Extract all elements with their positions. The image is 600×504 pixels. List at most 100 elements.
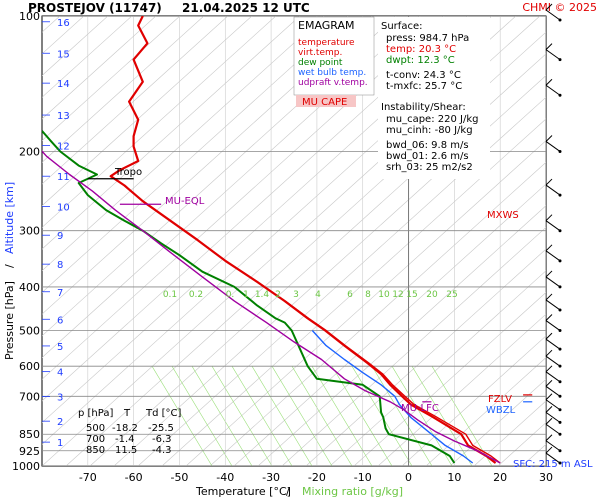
wind-barb-feather (545, 446, 553, 454)
table-cell: 700 (86, 434, 105, 445)
x-tick-label: -30 (262, 471, 280, 484)
table-header-p: p [hPa] (78, 408, 113, 419)
mixing-ratio-label: 1 (243, 290, 249, 300)
table-header-t: T (123, 408, 131, 419)
mixing-ratio-line (191, 366, 253, 466)
wind-barb-station (558, 364, 562, 368)
ylabel-altitude: Altitude [km] (3, 182, 16, 254)
altitude-tick-label: 2 (57, 417, 63, 428)
pressure-tick-label: 850 (19, 428, 40, 441)
wind-barb-feather (545, 406, 553, 413)
adiabat-line (42, 16, 277, 228)
altitude-tick-label: 12 (57, 142, 70, 153)
tmxfc: t-mxfc: 25.7 °C (386, 81, 462, 92)
altitude-tick-label: 8 (57, 260, 63, 271)
wind-barbs (545, 3, 562, 465)
adiabat-line (377, 313, 546, 466)
surface-temp: temp: 20.3 °C (386, 44, 456, 55)
altitude-tick-label: 11 (57, 172, 70, 183)
mixing-ratio-label: 25 (446, 290, 457, 300)
x-tick-label: -10 (354, 471, 372, 484)
xlabel-sep: / (286, 485, 290, 498)
mixing-ratio-line (411, 366, 473, 466)
table-cell: 11.5 (115, 445, 137, 456)
surface-dwpt: dwpt: 12.3 °C (386, 55, 455, 66)
legend-title: EMAGRAM (298, 19, 355, 32)
wind-barb-station (558, 408, 562, 412)
table-cell: -4.3 (152, 445, 172, 456)
altitude-tick-label: 10 (57, 202, 70, 213)
table-cell: -6.3 (152, 434, 172, 445)
wind-barb-feather (545, 244, 553, 252)
table-cell: -25.5 (148, 423, 174, 434)
wind-barb-feather (545, 393, 553, 401)
tropo-label: Tropo (114, 167, 142, 178)
mixing-ratio-line (231, 366, 293, 466)
xlabel-mixing: Mixing ratio [g/kg] (302, 485, 403, 498)
credit-text: CHMI © 2025 (522, 1, 597, 14)
wind-barb-staff (545, 9, 561, 21)
wind-barb-staff (545, 452, 561, 464)
legend-item-label: temperature (298, 38, 355, 48)
pressure-tick-label: 700 (19, 390, 40, 403)
mixing-ratio-label: 0.2 (189, 290, 203, 300)
sfc-label: SFC: 215 m ASL (513, 459, 593, 470)
legend-item-label: dew point (298, 58, 343, 68)
wind-barb-staff (545, 385, 561, 397)
altitude-tick-label: 16 (57, 18, 70, 29)
mixing-ratio-label: 2 (275, 290, 281, 300)
wind-barb-station (558, 394, 562, 398)
wind-barb-feather (545, 135, 553, 142)
altitude-tick-label: 5 (57, 342, 63, 353)
pressure-tick-label: 600 (19, 360, 40, 373)
wind-barb-staff (545, 338, 561, 350)
mu-eql-label: MU-EQL (165, 196, 205, 207)
x-tick-label: 0 (405, 471, 412, 484)
series-virt-temp--line (169, 220, 501, 464)
mixing-ratio-label: 4 (315, 290, 321, 300)
table-cell: -18.2 (112, 423, 138, 434)
adiabat-line (42, 16, 157, 120)
mixing-ratio-line (271, 366, 333, 466)
series-dew-point-line (42, 130, 456, 464)
wind-barb-station (558, 285, 562, 289)
wind-barb-feather (545, 434, 553, 442)
pressure-tick-label: 925 (19, 445, 40, 458)
mu-cinh: mu_cinh: -80 J/kg (386, 125, 473, 136)
wind-barb-feather (545, 417, 553, 425)
instability-title: Instability/Shear: (381, 102, 466, 113)
adiabat-line (570, 0, 600, 466)
altitude-tick-label: 1 (57, 438, 63, 449)
adiabat-line (42, 16, 133, 98)
wind-barb-feather (545, 178, 553, 186)
pressure-tick-label: 400 (19, 281, 40, 294)
info-box (378, 17, 490, 179)
wind-barb-staff (545, 371, 561, 383)
wind-barb-station (558, 229, 562, 233)
station-title: PROSTEJOV (11747) (28, 1, 162, 15)
wind-barb-staff (545, 220, 561, 232)
wind-barb-feather (545, 3, 553, 11)
wind-barb-station (558, 329, 562, 333)
table-cell: 850 (86, 445, 105, 456)
altitude-tick-label: 6 (57, 315, 63, 326)
mixing-ratio-label: 6 (347, 290, 353, 300)
adiabat-line (42, 16, 109, 76)
wind-barb-feather (545, 270, 553, 278)
mixing-ratio-label: 0. (226, 290, 235, 300)
mixing-ratio-label: 10 (378, 290, 390, 300)
fzlv-label: FZLV (488, 394, 512, 405)
sounding-table: p [hPa] T Td [°C] 500 -18.2 -25.5 700 -1… (78, 408, 182, 456)
wind-barb-station (558, 461, 562, 465)
mixing-ratio-label: 15 (406, 290, 417, 300)
adiabat-line (42, 16, 229, 185)
table-header-td: Td [°C] (145, 408, 182, 419)
mu-cape: mu_cape: 220 J/kg (386, 114, 478, 125)
datetime-title: 21.04.2025 12 UTC (182, 1, 310, 15)
ylabel-pressure: Pressure [hPa] (3, 281, 16, 360)
mixing-ratio-line (251, 366, 313, 466)
table-cell: -1.4 (115, 434, 135, 445)
pressure-tick-label: 500 (19, 325, 40, 338)
